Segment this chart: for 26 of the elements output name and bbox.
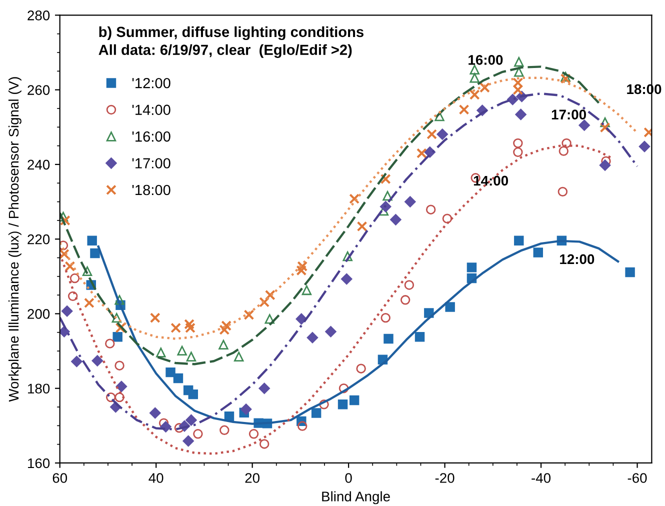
series-label: 17:00 [552, 110, 586, 120]
x-tick-label: 40 [148, 473, 164, 483]
y-tick-label: 180 [28, 384, 50, 394]
series-label: 16:00 [468, 55, 503, 65]
series-label: 12:00 [560, 254, 594, 264]
y-tick-label: 260 [28, 85, 50, 95]
legend-label: '12:00 [132, 78, 170, 88]
y-axis-title: Workplane Illuminance (lux) / Photosensor Signal (V) [8, 77, 22, 402]
legend-label: '14:00 [132, 104, 170, 115]
x-tick-label: -60 [628, 473, 647, 483]
x-axis-title: Blind Angle [322, 491, 390, 504]
y-tick-label: 280 [28, 10, 50, 20]
x-tick-label: 60 [52, 473, 68, 483]
text: All data: 6/19/97, clear (Eglo/Edif >2) [98, 44, 352, 58]
legend-label: '17:00 [132, 158, 170, 168]
y-tick-label: 160 [28, 458, 50, 468]
legend-label: '16:00 [132, 131, 170, 142]
x-tick-label: 0 [345, 473, 352, 483]
legend-label: '18:00 [132, 184, 170, 196]
y-tick-label: 200 [28, 309, 50, 319]
x-tick-label: -20 [435, 473, 454, 483]
text: b) Summer, diffuse lighting conditions [99, 26, 364, 40]
y-tick-label: 220 [28, 234, 50, 244]
x-tick-label: 20 [245, 473, 260, 483]
x-tick-label: -40 [532, 473, 551, 483]
y-tick-label: 240 [28, 160, 50, 170]
